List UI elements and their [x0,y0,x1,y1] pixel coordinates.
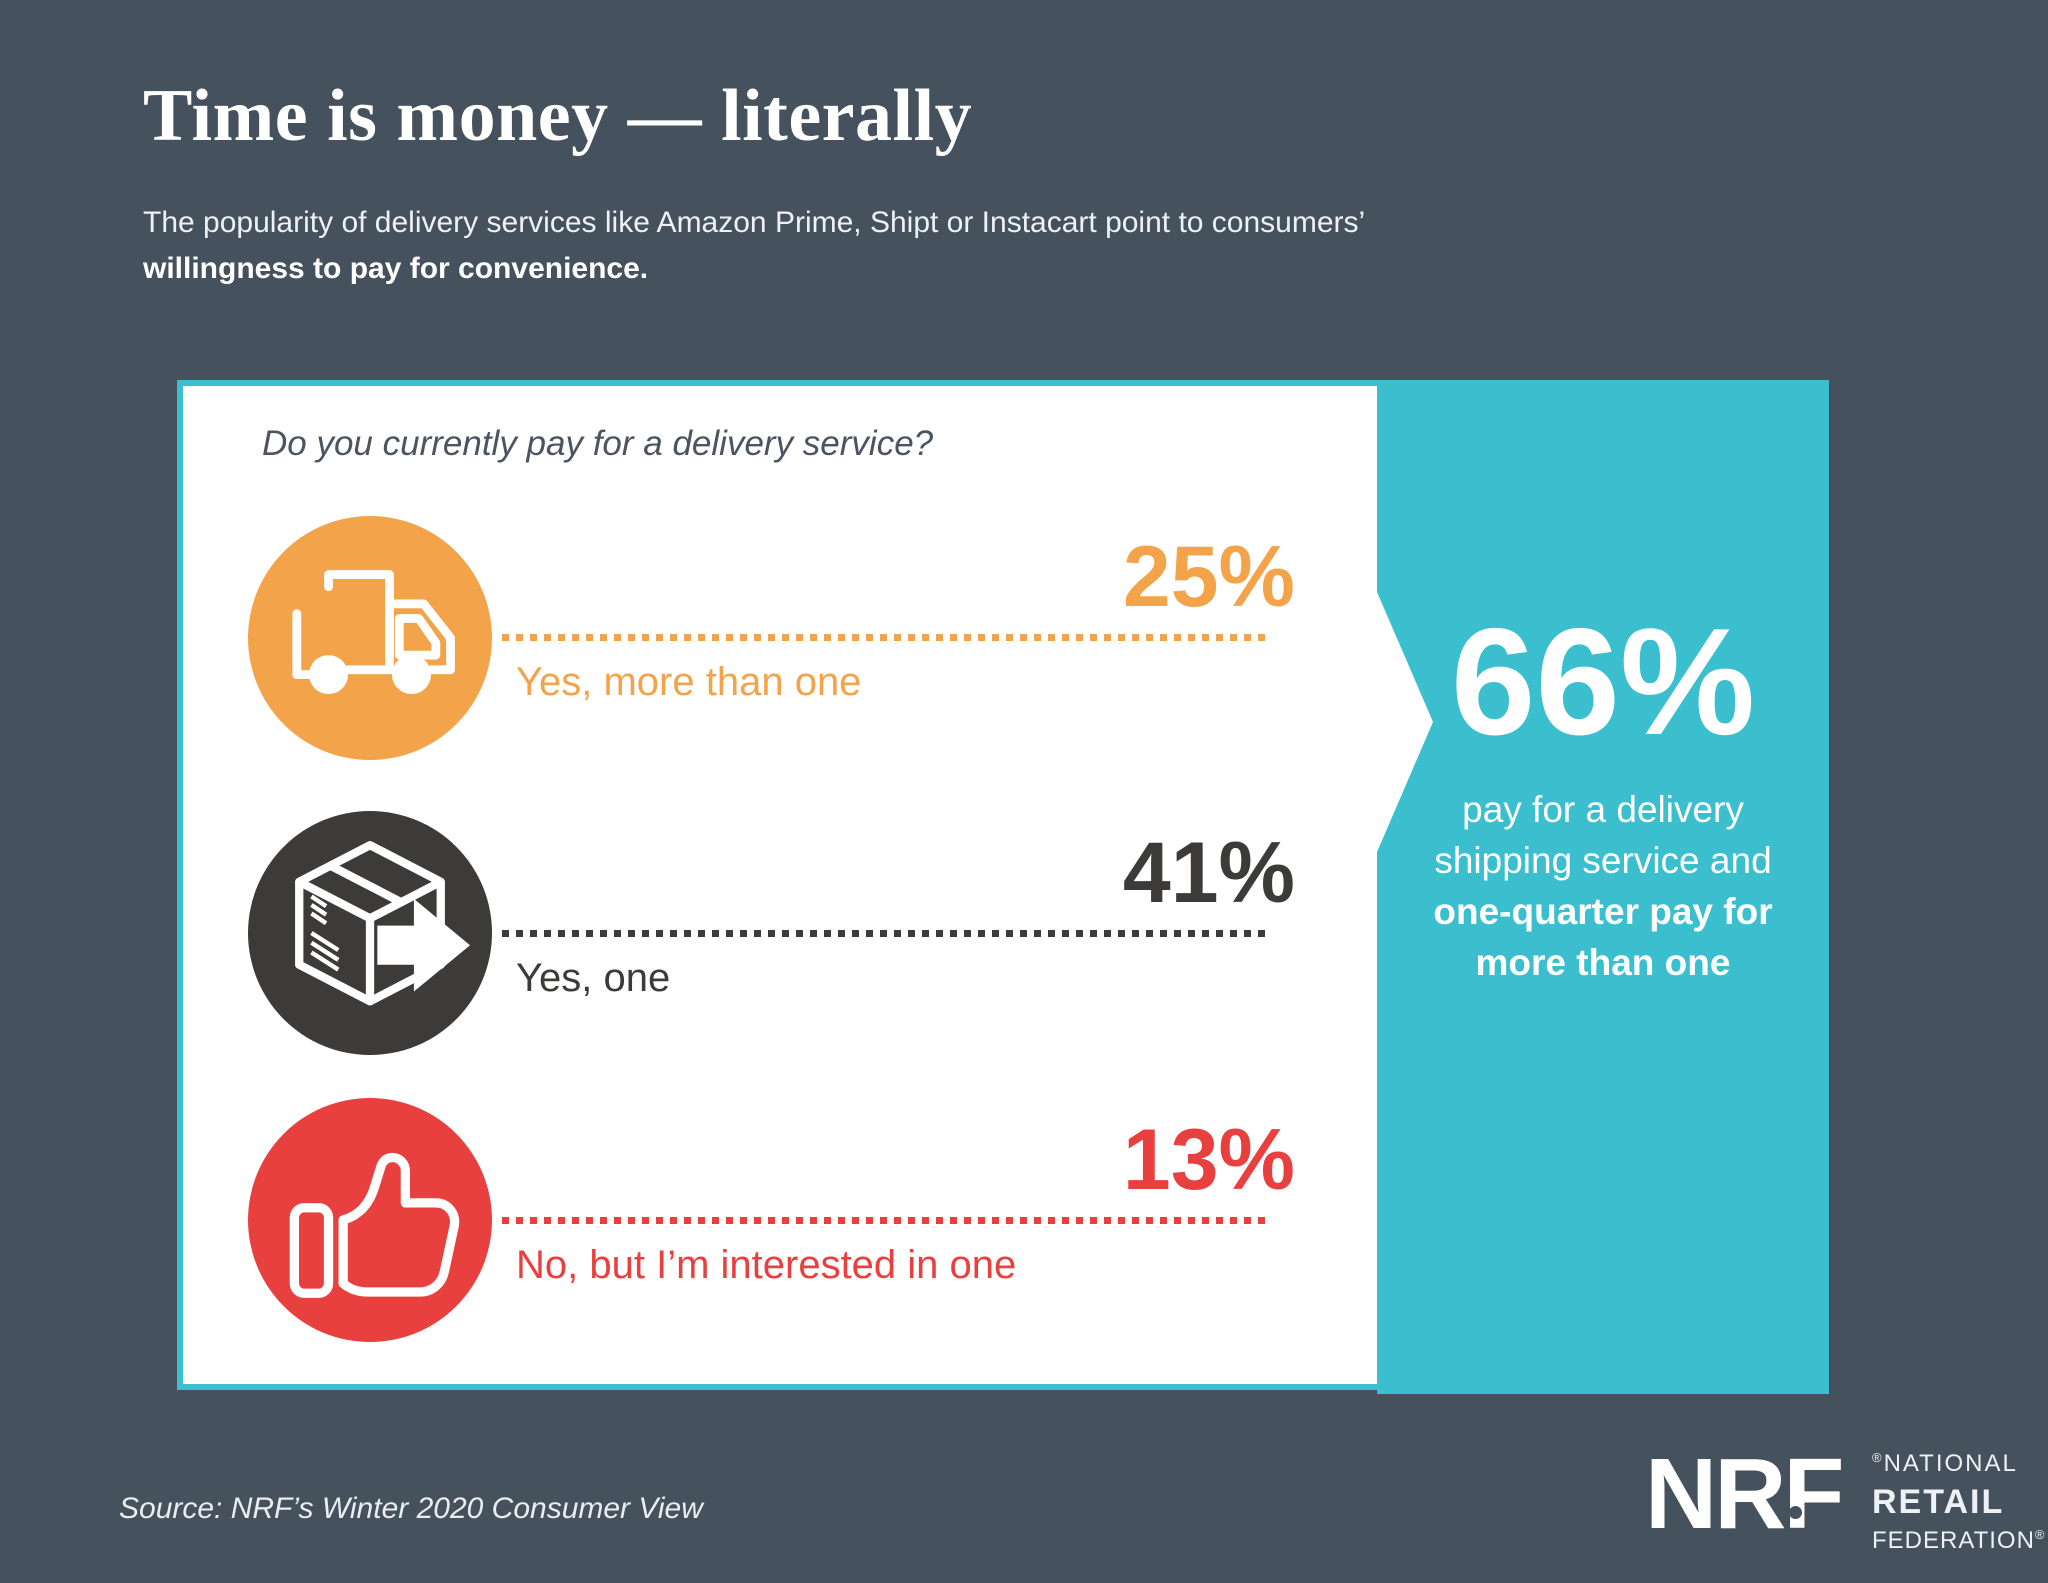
row3-value: 13% [1122,1112,1295,1208]
nrf-logo-wordmark: ®NATIONAL RETAIL FEDERATION® [1872,1450,2046,1555]
row-icon-circle-charcoal [248,811,492,1055]
page-title: Time is money — literally [143,75,973,157]
nrf-logo-acronym: NRF [1645,1438,1845,1550]
subtitle-line-1: The popularity of delivery services like… [143,206,1366,239]
highlight-text-line2: shipping service and [1434,840,1772,881]
highlight-panel [1377,380,1829,1394]
leader-line-row1 [502,634,1268,641]
registered-mark-icon: ® [1872,1450,1884,1465]
source-note: Source: NRF’s Winter 2020 Consumer View [119,1492,703,1525]
highlight-text-line1: pay for a delivery [1462,789,1744,830]
highlight-text-line4: more than one [1475,942,1731,983]
page-subtitle: The popularity of delivery services like… [143,200,1365,292]
package-arrow-icon [295,841,471,1006]
delivery-truck-icon [292,570,455,695]
nrf-logo-line3: FEDERATION® [1872,1527,2046,1554]
row2-value: 41% [1122,825,1295,921]
row1-value: 25% [1122,529,1295,625]
nrf-logo-line2: RETAIL [1872,1483,2005,1521]
leader-line-row3 [502,1217,1268,1224]
highlight-text: pay for a delivery shipping service and … [1377,784,1829,988]
row-icon-circle-orange [248,516,492,760]
nrf-logo-tag-hole [1789,1506,1802,1519]
highlight-text-line3: one-quarter pay for [1433,891,1773,932]
thumbs-up-icon [289,1152,460,1298]
registered-mark-icon: ® [2034,1527,2046,1542]
leader-line-row2 [502,930,1268,937]
row1-label: Yes, more than one [516,660,862,704]
row2-label: Yes, one [516,956,671,1000]
nrf-logo-line1: ®NATIONAL [1872,1450,2018,1477]
arrow-notch [1377,592,1433,852]
highlight-value: 66% [1450,597,1756,767]
row3-label: No, but I’m interested in one [516,1243,1017,1287]
subtitle-line-2: willingness to pay for convenience. [143,252,649,285]
row-icon-circle-red [248,1098,492,1342]
survey-question: Do you currently pay for a delivery serv… [262,424,934,463]
